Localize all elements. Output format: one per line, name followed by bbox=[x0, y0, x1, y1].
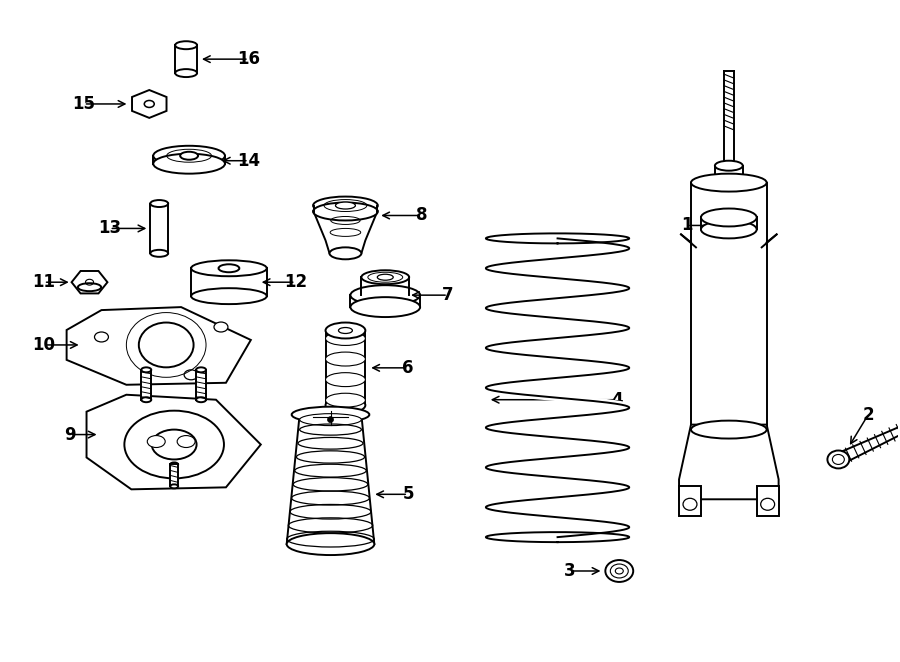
Polygon shape bbox=[72, 271, 107, 293]
Bar bbox=[141, 370, 151, 400]
Polygon shape bbox=[86, 395, 261, 489]
Ellipse shape bbox=[326, 393, 365, 407]
Ellipse shape bbox=[150, 250, 168, 257]
Text: 5: 5 bbox=[402, 485, 414, 503]
Polygon shape bbox=[836, 424, 900, 465]
Ellipse shape bbox=[326, 397, 365, 413]
Ellipse shape bbox=[191, 288, 266, 304]
Ellipse shape bbox=[338, 328, 353, 334]
Ellipse shape bbox=[326, 352, 365, 366]
Ellipse shape bbox=[196, 367, 206, 372]
Ellipse shape bbox=[827, 451, 850, 469]
Ellipse shape bbox=[326, 332, 365, 346]
Ellipse shape bbox=[139, 322, 194, 367]
Ellipse shape bbox=[326, 373, 365, 387]
Ellipse shape bbox=[196, 397, 206, 402]
Polygon shape bbox=[313, 211, 377, 254]
Ellipse shape bbox=[214, 322, 228, 332]
Ellipse shape bbox=[124, 410, 224, 479]
Ellipse shape bbox=[336, 202, 356, 209]
Ellipse shape bbox=[701, 209, 757, 226]
Ellipse shape bbox=[184, 370, 198, 380]
Ellipse shape bbox=[683, 498, 697, 510]
Ellipse shape bbox=[141, 367, 151, 372]
Ellipse shape bbox=[141, 397, 151, 402]
Ellipse shape bbox=[150, 200, 168, 207]
Ellipse shape bbox=[691, 420, 767, 438]
Bar bbox=[170, 465, 178, 487]
Bar bbox=[150, 203, 168, 254]
Ellipse shape bbox=[701, 220, 757, 238]
Text: 13: 13 bbox=[98, 219, 121, 238]
Ellipse shape bbox=[78, 283, 101, 291]
Text: 1: 1 bbox=[681, 216, 693, 234]
Bar bbox=[679, 487, 701, 516]
Ellipse shape bbox=[329, 248, 362, 260]
Ellipse shape bbox=[153, 154, 225, 173]
Ellipse shape bbox=[219, 264, 239, 272]
Text: 10: 10 bbox=[32, 336, 55, 354]
Text: 8: 8 bbox=[417, 207, 428, 224]
Ellipse shape bbox=[715, 161, 742, 171]
Text: 11: 11 bbox=[32, 273, 55, 291]
Ellipse shape bbox=[153, 146, 225, 166]
Circle shape bbox=[328, 416, 334, 422]
Ellipse shape bbox=[760, 498, 775, 510]
Text: 3: 3 bbox=[563, 562, 575, 580]
Polygon shape bbox=[132, 90, 166, 118]
Text: 16: 16 bbox=[238, 50, 260, 68]
Ellipse shape bbox=[152, 430, 196, 459]
Ellipse shape bbox=[180, 152, 198, 160]
Text: 6: 6 bbox=[402, 359, 414, 377]
Ellipse shape bbox=[715, 175, 742, 185]
Ellipse shape bbox=[691, 173, 767, 191]
Ellipse shape bbox=[170, 463, 178, 467]
Text: 12: 12 bbox=[284, 273, 307, 291]
Bar bbox=[757, 487, 778, 516]
Text: 2: 2 bbox=[862, 406, 874, 424]
Ellipse shape bbox=[350, 297, 420, 317]
Ellipse shape bbox=[350, 285, 420, 305]
Ellipse shape bbox=[292, 406, 369, 422]
Ellipse shape bbox=[300, 414, 362, 426]
Polygon shape bbox=[67, 307, 251, 385]
Ellipse shape bbox=[326, 322, 365, 338]
Bar bbox=[176, 45, 197, 73]
Ellipse shape bbox=[606, 560, 634, 582]
Bar bbox=[196, 370, 206, 400]
Ellipse shape bbox=[170, 485, 178, 489]
Ellipse shape bbox=[287, 533, 374, 555]
Text: 15: 15 bbox=[72, 95, 95, 113]
Ellipse shape bbox=[191, 260, 266, 276]
Polygon shape bbox=[679, 424, 778, 499]
Ellipse shape bbox=[362, 270, 410, 284]
Ellipse shape bbox=[94, 332, 108, 342]
Text: 9: 9 bbox=[64, 426, 76, 444]
Ellipse shape bbox=[177, 436, 195, 448]
Text: 14: 14 bbox=[238, 152, 260, 169]
Ellipse shape bbox=[148, 436, 166, 448]
Ellipse shape bbox=[377, 274, 393, 280]
Text: 4: 4 bbox=[611, 391, 623, 408]
Ellipse shape bbox=[176, 69, 197, 77]
Ellipse shape bbox=[313, 203, 378, 220]
Ellipse shape bbox=[313, 197, 378, 214]
Text: 7: 7 bbox=[442, 286, 454, 304]
Ellipse shape bbox=[176, 41, 197, 49]
